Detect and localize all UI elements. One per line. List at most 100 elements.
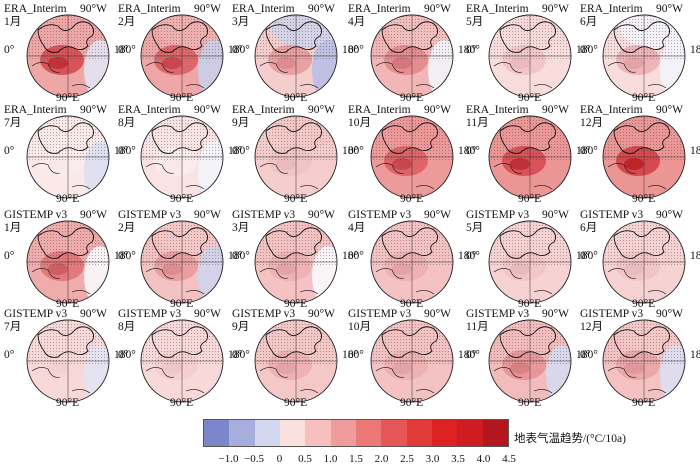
- coastline: [259, 268, 319, 295]
- axis-label-east: 90°E: [170, 397, 194, 409]
- coastline: [607, 163, 667, 190]
- polar-map: [254, 14, 338, 98]
- colorbar-title: 地表气温趋势/(°C/10a): [514, 433, 626, 445]
- colorbar-swatch: [482, 420, 508, 446]
- axis-label-east: 90°E: [56, 193, 80, 205]
- axis-label-north: 90°W: [542, 209, 569, 221]
- panel-month: 10月: [348, 117, 371, 129]
- axis-label-east: 90°E: [56, 397, 80, 409]
- axis-label-north: 90°W: [80, 3, 107, 15]
- axis-label-north: 90°W: [308, 308, 335, 320]
- coastline: [265, 227, 323, 259]
- axis-label-far: 180°: [576, 145, 598, 157]
- panel-month: 9月: [232, 117, 250, 129]
- colorbar-swatch: [279, 420, 306, 446]
- axis-label-far: 180°: [114, 145, 136, 157]
- map-panel: GISTEMP v3 90°W 3月 0° 180° 90°E: [232, 206, 364, 310]
- axis-label-east: 90°E: [284, 193, 308, 205]
- coastline: [613, 21, 671, 53]
- panel-source: ERA_Interim: [232, 3, 295, 15]
- map-boundary: [602, 319, 686, 403]
- map-boundary: [602, 220, 686, 304]
- axis-label-west: 0°: [466, 250, 477, 262]
- map-panel: ERA_Interim 90°W 6月 0° 180° 90°E: [580, 0, 700, 104]
- axis-label-west: 0°: [580, 44, 591, 56]
- polar-map: [140, 319, 224, 403]
- polar-map: [140, 14, 224, 98]
- colorbar-tick-label: 2.5: [400, 453, 414, 465]
- map-panel: ERA_Interim 90°W 4月 0° 180° 90°E: [348, 0, 480, 104]
- coastline: [265, 326, 323, 358]
- map-boundary: [370, 220, 454, 304]
- coastline: [37, 122, 95, 154]
- coastline: [31, 163, 91, 190]
- coastline: [613, 122, 671, 154]
- axis-label-north: 90°W: [424, 209, 451, 221]
- map-panel: ERA_Interim 90°W 10月 0° 180° 90°E: [348, 101, 480, 205]
- panel-month: 3月: [232, 16, 250, 28]
- panel-month: 10月: [348, 321, 371, 333]
- colorbar-tick-label: −1.0: [218, 453, 239, 465]
- polar-map: [140, 115, 224, 199]
- map-panel: GISTEMP v3 90°W 12月 0° 180° 90°E: [580, 305, 700, 409]
- panel-month: 2月: [118, 222, 136, 234]
- map-panel: GISTEMP v3 90°W 5月 0° 180° 90°E: [466, 206, 598, 310]
- panel-month: 11月: [466, 117, 489, 129]
- map-boundary: [254, 14, 338, 98]
- coastline: [145, 268, 205, 295]
- map-boundary: [140, 14, 224, 98]
- polar-map: [488, 319, 572, 403]
- colorbar-tick-label: 3.5: [451, 453, 465, 465]
- panel-month: 4月: [348, 222, 366, 234]
- axis-label-north: 90°W: [308, 3, 335, 15]
- polar-map: [254, 115, 338, 199]
- coastline: [607, 62, 667, 89]
- colorbar-swatch: [406, 420, 432, 446]
- axis-label-west: 0°: [580, 349, 591, 361]
- axis-label-east: 90°E: [56, 92, 80, 104]
- panel-source: ERA_Interim: [580, 104, 643, 116]
- map-boundary: [254, 220, 338, 304]
- coastline: [31, 367, 91, 394]
- map-boundary: [26, 14, 110, 98]
- axis-label-east: 90°E: [632, 298, 656, 310]
- colorbar-tick-label: 3.0: [425, 453, 440, 465]
- coastline: [265, 21, 323, 53]
- panel-source: ERA_Interim: [580, 3, 643, 15]
- axis-label-east: 90°E: [284, 397, 308, 409]
- axis-label-east: 90°E: [632, 193, 656, 205]
- axis-label-west: 0°: [466, 145, 477, 157]
- coastline: [151, 21, 209, 53]
- axis-label-east: 90°E: [400, 298, 424, 310]
- coastline: [375, 62, 435, 89]
- coastline: [375, 163, 435, 190]
- axis-label-west: 0°: [4, 44, 15, 56]
- axis-label-north: 90°W: [542, 308, 569, 320]
- panel-source: ERA_Interim: [118, 3, 181, 15]
- coastline: [259, 163, 319, 190]
- coastline: [493, 163, 553, 190]
- axis-label-west: 0°: [232, 349, 243, 361]
- panel-month: 1月: [4, 222, 22, 234]
- panel-month: 5月: [466, 16, 484, 28]
- axis-label-far: 180°: [690, 349, 700, 361]
- coastline: [375, 268, 435, 295]
- colorbar-tick-label: 0: [276, 453, 283, 465]
- coastline: [381, 326, 439, 358]
- axis-label-far: 180°: [690, 44, 700, 56]
- axis-label-east: 90°E: [400, 397, 424, 409]
- map-boundary: [254, 319, 338, 403]
- coastline: [493, 268, 553, 295]
- axis-label-north: 90°W: [542, 3, 569, 15]
- panel-source: GISTEMP v3: [232, 308, 296, 320]
- map-panel: ERA_Interim 90°W 7月 0° 180° 90°E: [4, 101, 136, 205]
- axis-label-far: 180°: [576, 44, 598, 56]
- coastline: [499, 326, 557, 358]
- colorbar-swatch: [229, 420, 255, 446]
- map-boundary: [488, 115, 572, 199]
- panel-source: GISTEMP v3: [348, 209, 412, 221]
- axis-label-far: 180°: [114, 349, 136, 361]
- panel-month: 7月: [4, 117, 22, 129]
- axis-label-far: 180°: [458, 44, 480, 56]
- colorbar-swatch: [254, 420, 280, 446]
